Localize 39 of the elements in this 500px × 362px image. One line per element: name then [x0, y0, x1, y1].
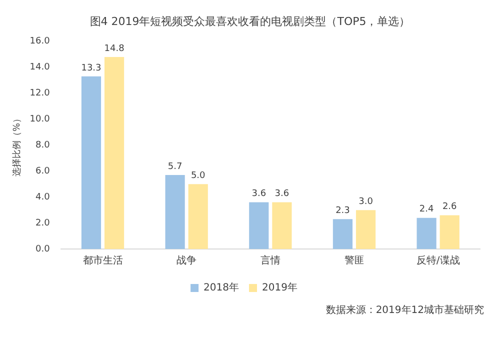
x-tick-label: 警匪 [344, 254, 364, 267]
legend-label: 2018年 [204, 282, 240, 294]
y-tick-label: 0.0 [36, 244, 50, 254]
legend-label: 2019年 [262, 282, 298, 294]
bar [249, 202, 269, 249]
bar [104, 56, 124, 249]
y-tick-label: 8.0 [36, 140, 50, 151]
data-label: 3.6 [274, 189, 290, 200]
data-label: 3.6 [252, 189, 266, 200]
bar [81, 76, 102, 249]
data-label: 2.4 [419, 204, 434, 215]
y-tick-label: 10.0 [30, 114, 50, 125]
data-label: 2.3 [336, 206, 350, 216]
y-tick-label: 6.0 [36, 166, 50, 176]
x-tick-label: 都市生活 [82, 254, 123, 267]
bar [188, 184, 208, 249]
data-label: 5.7 [168, 162, 182, 172]
data-label: 14.8 [104, 44, 125, 54]
bar [440, 215, 460, 249]
bar [272, 202, 292, 249]
bar [332, 219, 353, 249]
y-tick-label: 16.0 [30, 36, 50, 47]
y-tick-label: 14.0 [30, 62, 50, 73]
y-tick-label: 4.0 [36, 192, 50, 202]
data-label: 13.3 [81, 63, 102, 74]
chart-title: 图4 2019年短视频受众最喜欢收看的电视剧类型（TOP5，单选） [88, 14, 412, 29]
bar [416, 218, 436, 249]
y-tick-label: 2.0 [36, 218, 50, 228]
bar [356, 210, 376, 249]
data-label: 3.0 [358, 196, 374, 207]
bar [165, 175, 185, 249]
source-note: 数据来源：2019年12城市基础研究 [324, 304, 485, 317]
y-axis-title: 选择比例（%） [12, 114, 23, 176]
x-tick-label: 反特/谍战 [416, 254, 460, 267]
data-label: 2.6 [442, 202, 458, 212]
x-tick-label: 言情 [260, 254, 280, 267]
data-label: 5.0 [190, 170, 206, 181]
y-tick-label: 12.0 [30, 88, 50, 99]
x-tick-label: 战争 [176, 254, 197, 267]
